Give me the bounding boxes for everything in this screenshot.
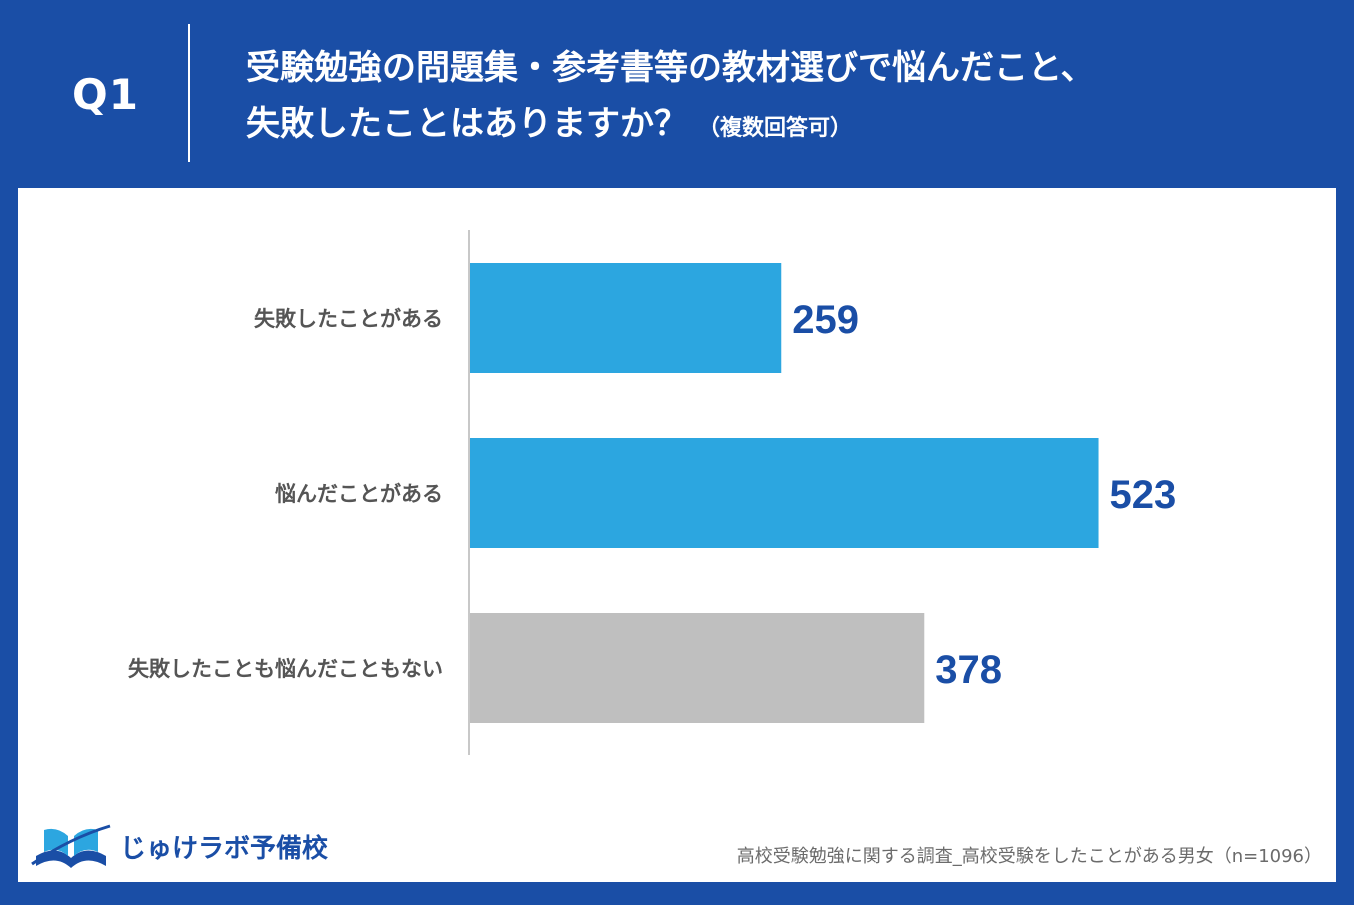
- bar-3: [470, 613, 925, 723]
- title-line-1: 受験勉強の問題集・参考書等の教材選びで悩んだこと、: [246, 48, 1095, 88]
- category-label-3: 失敗したことも悩んだこともない: [128, 657, 443, 681]
- bar-chart: 失敗したことがある 259 悩んだことがある 523 失敗したことも悩んだこともない 37…: [128, 230, 1177, 755]
- header: Q1 受験勉強の問題集・参考書等の教材選びで悩んだこと、 失敗したことはあります…: [0, 0, 1354, 188]
- question-title: 受験勉強の問題集・参考書等の教材選びで悩んだこと、 失敗したことはありますか？ （…: [246, 40, 1095, 157]
- logo-text: じゅけラボ予備校: [120, 834, 329, 864]
- open-book-logo-icon: [31, 824, 111, 868]
- category-label-2: 悩んだことがある: [275, 482, 443, 506]
- source-note: 高校受験勉強に関する調査_高校受験をしたことがある男女（n=1096）: [736, 846, 1322, 867]
- question-number: Q1: [72, 70, 139, 119]
- category-label-1: 失敗したことがある: [254, 307, 443, 331]
- value-label-3: 378: [935, 648, 1002, 692]
- title-line-2: 失敗したことはありますか？ （複数回答可）: [246, 96, 1095, 157]
- value-label-1: 259: [792, 298, 859, 342]
- header-divider: [188, 24, 190, 162]
- bar-1: [470, 263, 782, 373]
- brand-logo: じゅけラボ予備校: [30, 818, 328, 874]
- title-line-2-text: 失敗したことはありますか？: [246, 104, 688, 144]
- title-note: （複数回答可）: [698, 116, 853, 141]
- chart-panel: 失敗したことがある 259 悩んだことがある 523 失敗したことも悩んだこともない 37…: [18, 188, 1336, 882]
- value-label-2: 523: [1110, 473, 1177, 517]
- bar-2: [470, 438, 1099, 548]
